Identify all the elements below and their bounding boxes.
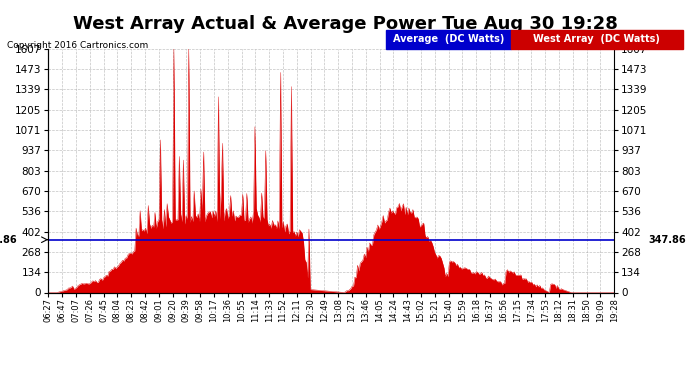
Text: West Array Actual & Average Power Tue Aug 30 19:28: West Array Actual & Average Power Tue Au…	[72, 15, 618, 33]
Text: 347.86: 347.86	[0, 235, 17, 245]
Text: Average  (DC Watts): Average (DC Watts)	[393, 34, 504, 44]
Text: Copyright 2016 Cartronics.com: Copyright 2016 Cartronics.com	[7, 41, 148, 50]
Text: West Array  (DC Watts): West Array (DC Watts)	[533, 34, 660, 44]
Text: 347.86: 347.86	[648, 235, 686, 245]
